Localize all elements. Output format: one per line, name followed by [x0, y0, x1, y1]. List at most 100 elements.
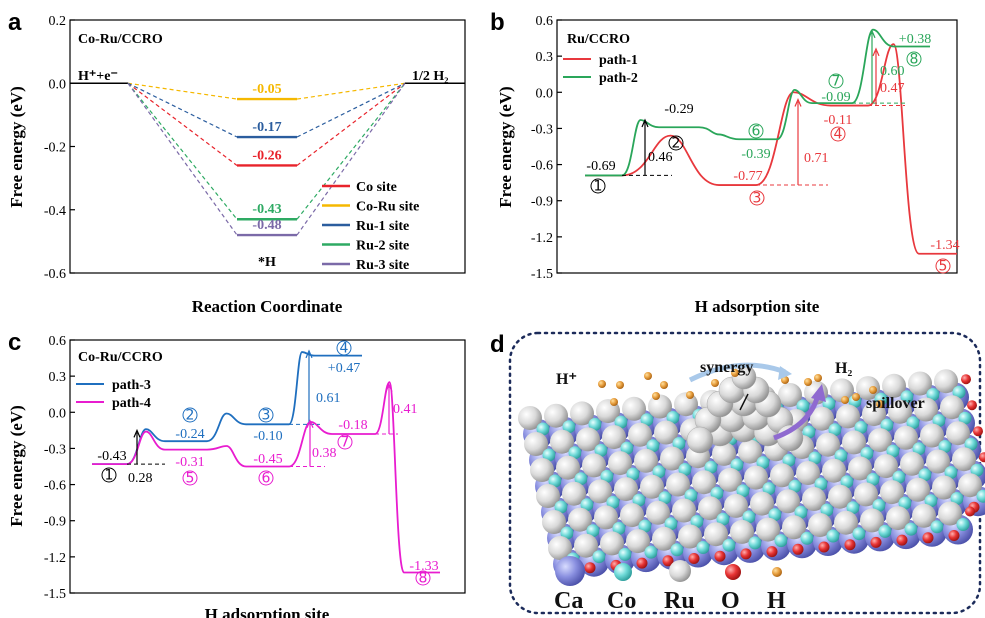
hydrogen-atom [652, 392, 660, 400]
atom [976, 489, 985, 503]
atom [588, 417, 602, 431]
spillover-arrowhead [811, 384, 826, 402]
atom [796, 461, 820, 485]
energy-value-label: -0.05 [252, 82, 281, 97]
y-tick-label: 0.2 [49, 14, 67, 29]
panel-a-title: Co-Ru/CCRO [78, 32, 163, 47]
connector-line [296, 82, 406, 138]
site-marker-circle [182, 407, 198, 423]
atom [620, 441, 634, 455]
y-tick-label: 0.0 [49, 406, 67, 421]
barrier-arrowhead [305, 349, 313, 359]
label-h2: H₂ [835, 360, 852, 377]
atom [840, 475, 854, 489]
connector-line [127, 82, 238, 100]
atom [958, 473, 982, 498]
legend-label: Co [607, 588, 636, 614]
atom [930, 520, 944, 534]
y-tick-label: 0.0 [536, 86, 554, 101]
site-marker-label: 8 [910, 52, 919, 68]
legend-atom-ca [555, 556, 585, 586]
barrier-value-label: 0.28 [128, 471, 153, 486]
atom [973, 426, 983, 437]
site-marker-circle [258, 407, 274, 423]
y-tick-label: -1.2 [44, 551, 66, 566]
h-transfer-arrow [739, 393, 749, 411]
y-tick-label: -0.6 [44, 267, 66, 282]
site-marker-label: 6 [752, 124, 761, 140]
barrier-value-label: 0.61 [316, 391, 341, 406]
y-tick-label: 0.6 [536, 14, 554, 29]
atom [934, 369, 958, 394]
panel-b-legend: path-1 path-2 [563, 53, 638, 86]
atom [768, 508, 782, 522]
atom [592, 550, 606, 564]
atom [622, 396, 646, 421]
y-tick-label: -1.5 [44, 587, 66, 602]
atom [548, 536, 572, 560]
atom [950, 492, 964, 505]
connector-line [296, 82, 406, 100]
barrier-value-label: 0.60 [880, 64, 905, 79]
y-tick-label: -0.4 [44, 204, 66, 219]
atom [830, 378, 854, 403]
atom-legend: Ca Co Ru O H [554, 556, 786, 614]
atom [808, 451, 822, 465]
atom [918, 468, 932, 482]
atom [636, 557, 648, 569]
panel-a-legend: Co site Co-Ru site Ru-1 site Ru-2 site Ru-3 … [322, 180, 419, 273]
panel-c-y-ticks: 0.6 0.3 0.0 -0.3 -0.6 -0.9 -1.2 -1.5 [44, 334, 75, 602]
atom [880, 480, 904, 505]
atom [952, 447, 976, 472]
atom [646, 439, 660, 453]
atom [958, 411, 972, 425]
atom [712, 441, 736, 466]
hydrogen-atom [616, 381, 624, 389]
hydrogen-atom [869, 386, 877, 394]
atom [828, 484, 852, 509]
atom [666, 472, 690, 497]
hydrogen-atom [841, 396, 849, 404]
atom [794, 505, 808, 519]
energy-value-label: -0.43 [252, 202, 281, 217]
atom [536, 422, 550, 436]
site-marker-circle [828, 73, 844, 89]
panel-b: b 0.6 0.3 0.0 -0.3 -0.6 -0.9 -1.2 -1.5 Free ene… [490, 9, 960, 316]
spillover-arrow [773, 394, 821, 441]
atom [646, 500, 670, 525]
y-tick-label: 0.3 [49, 370, 67, 385]
legend-atom-h [772, 567, 782, 577]
y-tick-label: -0.6 [44, 479, 66, 494]
panel-b-frame [556, 19, 958, 274]
atom [716, 512, 730, 526]
site-marker-label: 7 [832, 74, 841, 90]
atom [724, 493, 748, 518]
atom [664, 517, 678, 531]
energy-value-label: -0.69 [586, 159, 615, 174]
atom [886, 444, 900, 458]
panel-c-plot: -0.43 1 -0.24 2 -0.10 3 +0.47 4 -0.315 -0.45 6 -0.1… [92, 340, 440, 587]
legend-label: Ru-1 site [356, 219, 409, 234]
atom [862, 402, 886, 427]
atom [662, 555, 674, 567]
y-tick-label: -1.5 [531, 267, 553, 282]
atom [944, 466, 958, 479]
atom [608, 451, 632, 476]
barrier-value-label: 0.38 [312, 446, 337, 461]
atom [868, 428, 892, 453]
site-marker-circle [935, 258, 951, 274]
atom [594, 505, 618, 530]
panel-c-x-axis-label: H adsorption site [205, 605, 330, 618]
legend-label: path-3 [112, 378, 151, 393]
atom [796, 399, 810, 413]
y-tick-label: 0.3 [536, 50, 554, 65]
label-h-plus: H⁺ [556, 371, 577, 388]
site-marker-circle [906, 51, 922, 67]
energy-value-label: -0.48 [252, 218, 281, 233]
atom [730, 519, 754, 544]
atom [606, 495, 620, 509]
site-marker-circle [748, 123, 764, 139]
atom [530, 458, 554, 482]
energy-value-label: -1.33 [409, 559, 438, 574]
